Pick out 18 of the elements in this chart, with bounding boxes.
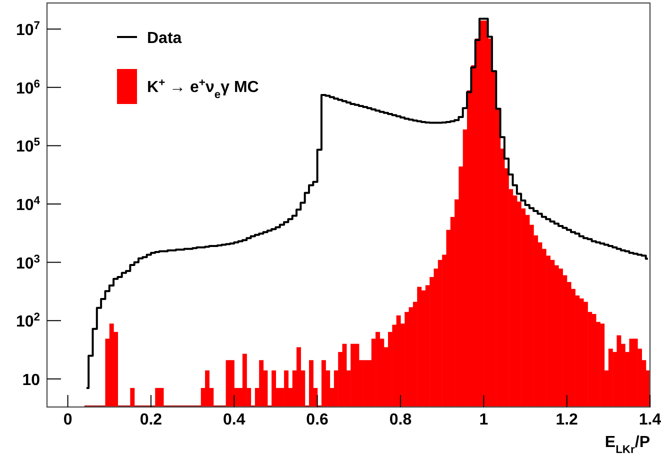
y-tick-label: 10$^{5}$ (16, 136, 40, 156)
y-tick-label: 10 (22, 372, 40, 389)
x-tick-label: 1.4 (638, 411, 661, 428)
x-tick-label: 0.8 (389, 411, 412, 428)
y-tick-label: 10$^{2}$ (16, 312, 40, 331)
y-tick-label: 10$^{6}$ (16, 78, 40, 98)
y-tick-label: 10$^{4}$ (16, 195, 41, 214)
y-tick-label: 10$^{3}$ (16, 253, 40, 272)
x-axis-title: E$_{LKr}$/P (604, 434, 650, 454)
y-tick-label: 10$^{7}$ (16, 20, 40, 40)
x-tick-label: 0.4 (223, 411, 246, 428)
legend-label: K$^{+}$ → e$^{+}$ν$_{e}$γ MC (147, 77, 260, 101)
x-tick-label: 0.2 (140, 411, 162, 428)
x-tick-label: 0.6 (306, 411, 329, 428)
x-tick-label: 1 (479, 411, 488, 428)
x-tick-label: 1.2 (556, 411, 578, 428)
legend-label: Data (147, 30, 182, 47)
x-tick-label: 0 (63, 411, 72, 428)
